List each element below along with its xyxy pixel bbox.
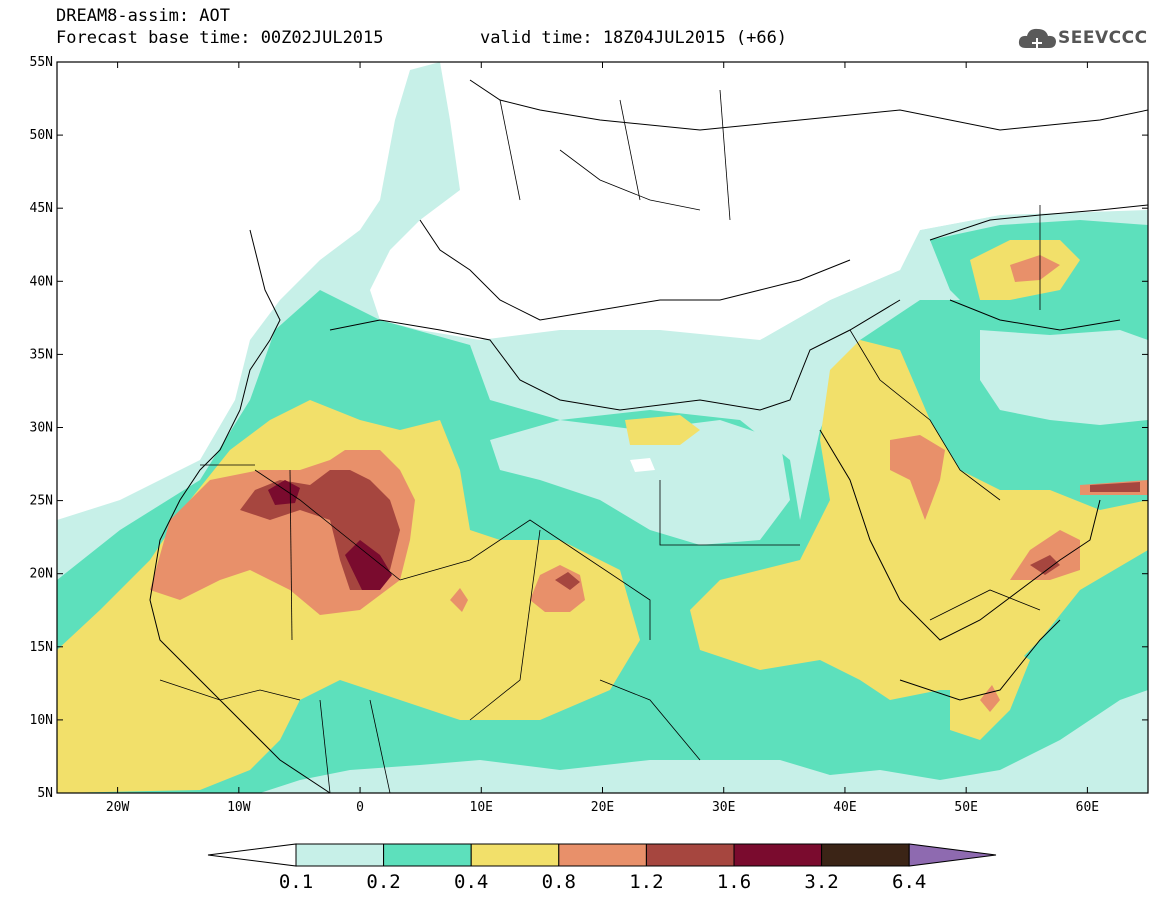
- colorbar-label: 1.6: [717, 871, 751, 893]
- borders: [159, 89, 1041, 793]
- aot-band-1.6: [268, 480, 392, 590]
- lat-axis: 55N 50N 45N 40N 35N 30N 25N 20N 15N 10N 5N: [30, 55, 1148, 801]
- lat-tick-label: 45N: [30, 201, 53, 216]
- colorbar-arrow-high: [908, 843, 997, 867]
- colorbar-box: [733, 843, 823, 867]
- lat-tick-label: 40N: [30, 274, 53, 289]
- colorbar-label: 0.8: [542, 871, 576, 893]
- lat-tick-label: 20N: [30, 567, 53, 582]
- lon-tick-label: 10W: [227, 800, 251, 815]
- colorbar-label: 6.4: [892, 871, 926, 893]
- aot-clear-areas: [370, 62, 1148, 472]
- forecast-base-time: Forecast base time: 00Z02JUL2015: [56, 28, 384, 48]
- aot-field: [57, 62, 1148, 793]
- lon-tick-label: 50E: [954, 800, 977, 815]
- colorbar-box: [470, 843, 560, 867]
- lon-tick-label: 0: [356, 800, 364, 815]
- colorbar-box: [295, 843, 385, 867]
- lat-tick-label: 55N: [30, 55, 53, 70]
- lon-tick-label: 60E: [1076, 800, 1099, 815]
- lat-tick-label: 5N: [37, 786, 53, 801]
- colorbar-box: [558, 843, 647, 867]
- map-title: DREAM8-assim: AOT: [56, 6, 230, 26]
- colorbar-label: 0.4: [454, 871, 488, 893]
- lat-tick-label: 15N: [30, 640, 53, 655]
- lon-tick-label: 40E: [833, 800, 856, 815]
- lat-tick-label: 35N: [30, 347, 53, 362]
- lat-tick-label: 50N: [30, 128, 53, 143]
- cloud-icon: [1018, 28, 1056, 48]
- lat-tick-label: 25N: [30, 494, 53, 509]
- colorbar-label: 1.2: [629, 871, 663, 893]
- colorbar: 0.1 0.2 0.4 0.8 1.2 1.6 3.2 6.4: [207, 843, 997, 893]
- lon-tick-label: 30E: [712, 800, 735, 815]
- lon-tick-label: 20E: [591, 800, 614, 815]
- colorbar-box: [383, 843, 472, 867]
- colorbar-label: 0.2: [366, 871, 400, 893]
- lon-tick-label: 20W: [106, 800, 130, 815]
- colorbar-arrow-low: [207, 843, 297, 867]
- logo-text: SEEVCCC: [1058, 28, 1148, 48]
- colorbar-box: [821, 843, 910, 867]
- colorbar-label: 3.2: [804, 871, 838, 893]
- colorbar-label: 0.1: [279, 871, 313, 893]
- lat-tick-label: 30N: [30, 421, 53, 436]
- valid-time: valid time: 18Z04JUL2015 (+66): [480, 28, 788, 48]
- lon-axis: 20W 10W 0 10E 20E 30E 40E 50E 60E: [106, 62, 1099, 815]
- lon-tick-label: 10E: [470, 800, 493, 815]
- aot-band-0.1-holes: [490, 330, 1148, 545]
- colorbar-box: [645, 843, 735, 867]
- lat-tick-label: 10N: [30, 713, 53, 728]
